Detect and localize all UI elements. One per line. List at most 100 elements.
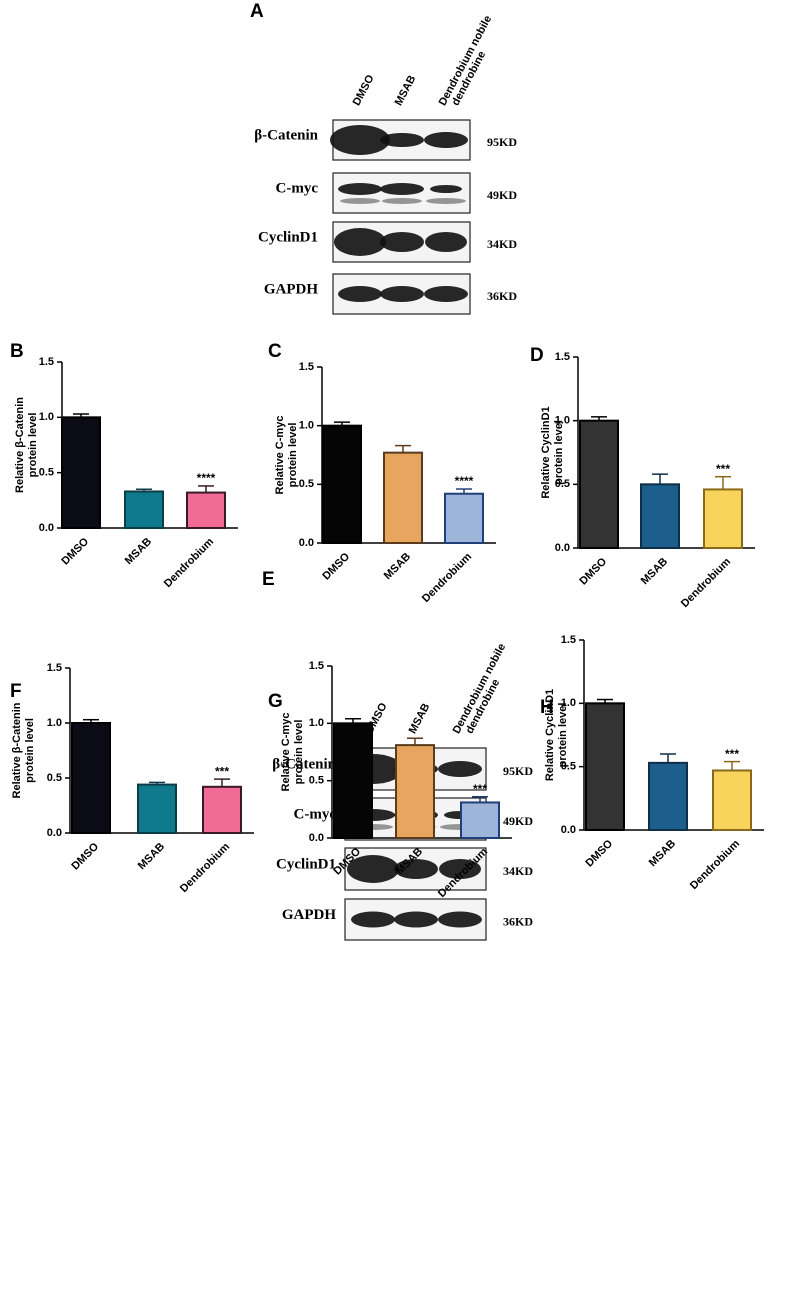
y-tick-label: 1.0 xyxy=(555,415,570,427)
significance-label: *** xyxy=(473,782,487,796)
bar xyxy=(61,416,101,530)
x-tick-label: MSAB xyxy=(647,838,678,869)
y-tick-label: 0.5 xyxy=(309,775,324,787)
y-tick-label: 1.0 xyxy=(47,717,62,729)
bar xyxy=(648,761,688,831)
panel-label: B xyxy=(10,341,24,362)
blot-band xyxy=(439,859,481,879)
bar xyxy=(585,702,625,831)
y-tick-label: 0.5 xyxy=(555,478,570,490)
x-tick-label: DMSO xyxy=(69,840,101,872)
y-tick-label: 1.0 xyxy=(299,420,314,432)
x-tick-label: MSAB xyxy=(136,841,167,872)
x-tick-label: MSAB xyxy=(123,536,154,567)
panel-label: F xyxy=(10,681,22,702)
bar xyxy=(202,785,242,834)
y-tick-label: 0.0 xyxy=(309,832,324,844)
blot-band xyxy=(380,133,424,147)
protein-name: CyclinD1 xyxy=(258,229,318,245)
y-tick-label: 1.0 xyxy=(309,717,324,729)
blot-band xyxy=(338,183,382,195)
bar xyxy=(395,744,435,839)
protein-name: CyclinD1 xyxy=(276,856,336,872)
lane-label: MSAB xyxy=(407,701,433,735)
y-tick-label: 0.5 xyxy=(47,772,62,784)
blot-band xyxy=(330,125,390,155)
y-tick-label: 0.0 xyxy=(555,542,570,554)
y-tick-label: 1.5 xyxy=(299,361,314,373)
y-tick-label: 1.5 xyxy=(39,356,54,368)
y-axis-label: protein level xyxy=(557,703,569,768)
panel-label: A xyxy=(250,1,264,22)
x-tick-label: MSAB xyxy=(382,551,413,582)
blot-band xyxy=(380,286,424,302)
blot-band xyxy=(334,228,386,256)
bar xyxy=(124,490,164,530)
protein-name: β-Catenin xyxy=(272,756,336,772)
protein-size: 49KD xyxy=(503,814,533,828)
y-axis-label: protein level xyxy=(293,720,305,785)
x-tick-label: Dendrobium xyxy=(420,551,474,605)
lane-label: MSAB xyxy=(393,73,419,107)
significance-label: *** xyxy=(725,747,739,761)
blot-band xyxy=(351,911,395,928)
protein-name: C-myc xyxy=(276,180,319,196)
panel-label: E xyxy=(262,569,275,590)
significance-label: **** xyxy=(455,474,474,488)
y-axis-label: Relative CyclinD1 xyxy=(544,689,556,781)
bar xyxy=(322,424,362,544)
y-tick-label: 0.0 xyxy=(47,827,62,839)
x-tick-label: Dendrobium xyxy=(688,838,742,892)
protein-size: 34KD xyxy=(503,864,533,878)
x-tick-label: Dendrobium xyxy=(162,536,216,590)
bar xyxy=(186,491,226,530)
blot-band xyxy=(425,232,467,252)
x-tick-label: Dendrobium xyxy=(679,556,733,610)
blot-band-faint xyxy=(382,198,422,204)
significance-label: *** xyxy=(716,462,730,476)
y-tick-label: 1.5 xyxy=(561,634,576,646)
y-tick-label: 0.5 xyxy=(299,478,314,490)
y-axis-label: Relative β-Catenin xyxy=(11,702,23,798)
blot-band xyxy=(380,232,424,252)
y-tick-label: 1.5 xyxy=(555,351,570,363)
bar xyxy=(137,783,177,834)
bar xyxy=(703,488,743,549)
blot-band xyxy=(338,286,382,302)
protein-size: 34KD xyxy=(487,237,517,251)
y-axis-label: protein level xyxy=(287,423,299,488)
blot-band xyxy=(394,911,438,928)
panel-label: H xyxy=(540,697,554,718)
bar xyxy=(640,483,680,550)
y-tick-label: 1.0 xyxy=(39,411,54,423)
blot-band xyxy=(430,185,462,193)
lane-label: DMSO xyxy=(351,73,377,108)
panel-label: D xyxy=(530,345,544,366)
y-tick-label: 0.5 xyxy=(39,467,54,479)
y-axis-label: Relative β-Catenin xyxy=(14,397,26,493)
x-tick-label: MSAB xyxy=(639,556,670,587)
protein-size: 95KD xyxy=(487,135,517,149)
protein-size: 36KD xyxy=(503,914,533,928)
protein-name: β-Catenin xyxy=(254,127,318,143)
y-axis-label: Relative C-myc xyxy=(280,713,292,792)
x-tick-label: DMSO xyxy=(583,837,615,869)
blot-band xyxy=(424,286,468,302)
x-tick-label: DMSO xyxy=(577,555,609,587)
protein-name: GAPDH xyxy=(282,907,336,923)
y-tick-label: 0.0 xyxy=(561,824,576,836)
bar xyxy=(460,801,500,839)
y-axis-label: protein level xyxy=(553,420,565,485)
blot-band xyxy=(394,859,438,879)
y-tick-label: 1.5 xyxy=(47,662,62,674)
blot-band xyxy=(424,132,468,148)
y-tick-label: 1.5 xyxy=(309,660,324,672)
blot-band xyxy=(347,855,399,883)
protein-size: 49KD xyxy=(487,188,517,202)
significance-label: **** xyxy=(197,471,216,485)
y-axis-label: protein level xyxy=(27,413,39,478)
y-tick-label: 0.5 xyxy=(561,761,576,773)
y-axis-label: Relative C-myc xyxy=(274,416,286,495)
bar xyxy=(712,769,752,832)
